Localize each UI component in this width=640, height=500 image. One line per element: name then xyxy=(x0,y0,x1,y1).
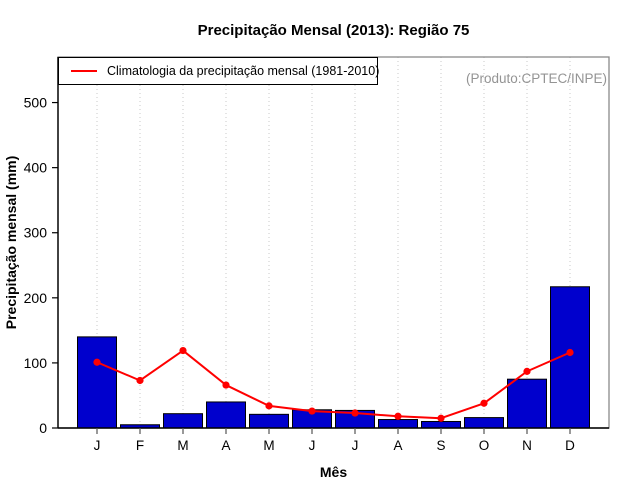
climatology-point-1 xyxy=(136,376,144,385)
climatology-point-3 xyxy=(222,381,230,389)
bar-D-11 xyxy=(550,286,590,429)
x-tick-label: M xyxy=(177,438,188,453)
bar-J-0 xyxy=(77,336,117,429)
y-tick-label: 500 xyxy=(24,95,48,111)
bar-M-2 xyxy=(163,413,203,429)
climatology-point-0 xyxy=(93,358,101,366)
x-tick-label: A xyxy=(221,438,230,453)
legend-label: Climatologia da precipitação mensal (198… xyxy=(107,64,380,78)
y-tick-label: 200 xyxy=(24,290,48,306)
climatology-point-4 xyxy=(265,402,273,410)
climatology-point-5 xyxy=(308,407,316,415)
x-tick-label: S xyxy=(436,438,445,453)
climatology-point-10 xyxy=(523,367,531,375)
x-axis-title: Mês xyxy=(320,464,347,480)
bar-N-10 xyxy=(507,378,547,429)
legend-box: Climatologia da precipitação mensal (198… xyxy=(58,57,380,85)
y-tick-label: 400 xyxy=(24,160,48,176)
x-tick-label: N xyxy=(522,438,532,453)
x-tick-label: O xyxy=(479,438,490,453)
climatology-point-6 xyxy=(351,409,359,417)
x-tick-label: F xyxy=(136,438,144,453)
bar-A-3 xyxy=(206,401,246,429)
y-tick-label: 100 xyxy=(24,355,48,371)
y-tick-label: 0 xyxy=(39,420,47,436)
bar-O-9 xyxy=(464,417,504,429)
y-tick-label: 300 xyxy=(24,225,48,241)
legend-line-sample xyxy=(71,70,97,72)
x-tick-label: J xyxy=(94,438,101,453)
climatology-point-8 xyxy=(437,414,445,422)
x-tick-label: D xyxy=(565,438,575,453)
bar-M-4 xyxy=(249,413,289,429)
chart-title: Precipitação Mensal (2013): Região 75 xyxy=(197,22,470,39)
y-axis-title: Precipitação mensal (mm) xyxy=(3,156,19,330)
x-tick-label: J xyxy=(309,438,316,453)
bar-A-7 xyxy=(378,419,418,429)
climatology-point-7 xyxy=(394,412,402,420)
climatology-point-2 xyxy=(179,346,187,355)
x-tick-label: M xyxy=(263,438,274,453)
climatology-point-9 xyxy=(480,399,488,407)
climatology-point-11 xyxy=(566,348,574,357)
x-tick-label: A xyxy=(393,438,402,453)
bar-S-8 xyxy=(421,420,461,429)
x-tick-label: J xyxy=(352,438,359,453)
climatology-line xyxy=(96,349,571,420)
watermark-text: (Produto:CPTEC/INPE) xyxy=(465,71,607,86)
